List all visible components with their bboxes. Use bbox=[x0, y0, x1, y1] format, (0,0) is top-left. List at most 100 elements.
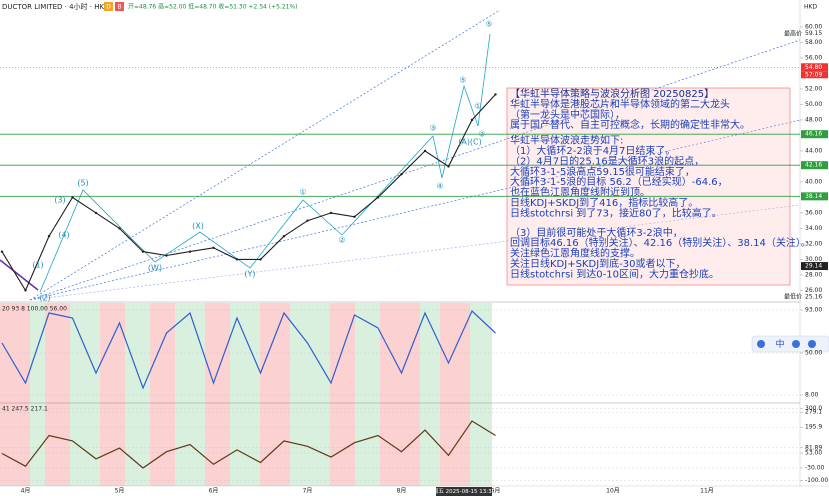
indicator-tick-label: 53.00 bbox=[805, 449, 822, 456]
indicator-band bbox=[420, 403, 440, 486]
wave-label: ⑤ bbox=[485, 20, 492, 29]
badge-text: B bbox=[117, 4, 121, 11]
price-point bbox=[282, 234, 286, 238]
wave-label: ② bbox=[338, 236, 345, 245]
gann-line bbox=[29, 9, 501, 301]
level-label: 46.16 bbox=[805, 131, 822, 138]
indicator-tick-label: -100.00 bbox=[805, 477, 828, 484]
gann-line bbox=[29, 204, 801, 301]
annotation-title: 【华虹半导体策略与波浪分析图 20250825】 bbox=[510, 87, 714, 100]
level-tag bbox=[801, 130, 828, 139]
wave-label: (X) bbox=[192, 222, 204, 231]
countdown-tag bbox=[801, 71, 828, 79]
y-tick-label: 40.00 bbox=[805, 178, 822, 185]
wave-label: ③ bbox=[429, 124, 436, 133]
wave-label: ④ bbox=[436, 182, 443, 191]
x-tick-label: 7月 bbox=[303, 488, 313, 495]
indicator-band bbox=[100, 403, 125, 486]
y-tick-label: 56.00 bbox=[805, 54, 822, 61]
price-point bbox=[329, 211, 333, 215]
indicator-band bbox=[0, 403, 30, 486]
currency: HKD bbox=[804, 4, 817, 11]
annotation-line: （第一龙头是中芯国际）， bbox=[510, 108, 625, 121]
annotation-box bbox=[506, 87, 791, 286]
gann-line bbox=[29, 39, 801, 301]
price-point bbox=[118, 227, 121, 230]
indicator-band bbox=[440, 403, 470, 486]
indicator-tick-label: 50.00 bbox=[805, 350, 822, 357]
wave-line bbox=[39, 33, 491, 293]
price-label: 25.16 bbox=[805, 293, 822, 300]
wave-label: ② bbox=[478, 130, 485, 139]
indicator-tick-label: 93.00 bbox=[805, 307, 822, 314]
ohlc: 开=48.76 高=52.00 低=48.70 收=51.30 +2.54 (+… bbox=[128, 3, 298, 11]
price-tag-name: 最高价 bbox=[784, 30, 802, 38]
indicator-tick-label: 81.89 bbox=[805, 444, 822, 451]
annotation-line: 日线stotchrsi 到达0-10区间，大力重仓抄底。 bbox=[510, 267, 719, 280]
toolbar-icon[interactable] bbox=[757, 340, 765, 348]
annotation-line: 大循环3-1-5浪高点59.15很可能结束了， bbox=[510, 165, 695, 178]
price-point bbox=[94, 211, 98, 215]
indicator-band bbox=[230, 403, 260, 486]
price-label: 29.14 bbox=[805, 263, 822, 270]
toolbar-label[interactable]: 中 bbox=[775, 338, 784, 350]
annotation-line: 大循环3-1-5浪的目标 56.2（已经实现）-64.6， bbox=[510, 175, 728, 188]
indicator-band bbox=[150, 303, 175, 403]
badge-text: D bbox=[106, 4, 111, 11]
indicator-band bbox=[355, 403, 380, 486]
wave-label: (W) bbox=[148, 264, 162, 273]
toolbar[interactable] bbox=[751, 335, 829, 353]
y-tick-label: 52.00 bbox=[805, 85, 822, 92]
y-tick-label: 28.00 bbox=[805, 271, 822, 278]
price-point bbox=[188, 250, 192, 253]
price-point bbox=[306, 219, 309, 222]
x-tick-label: 9月 bbox=[491, 488, 501, 495]
wave-label: (4) bbox=[58, 231, 69, 240]
indicator-band bbox=[470, 403, 492, 486]
indicator-tick-label: 300.0 bbox=[805, 405, 822, 412]
price-point bbox=[212, 246, 215, 249]
price-point bbox=[0, 250, 4, 253]
wave-label: (A)(C) bbox=[458, 138, 482, 147]
price-point bbox=[24, 289, 27, 292]
wave-label: (5) bbox=[77, 179, 88, 188]
level-tag bbox=[801, 192, 828, 201]
price-point bbox=[470, 118, 474, 122]
annotation-line: （1）大循环2-2浪于4月7日结束了。 bbox=[510, 144, 675, 157]
wave-line bbox=[0, 259, 39, 291]
annotation-line: 也在蓝色江恩角度线附近到顶。 bbox=[510, 186, 650, 199]
indicator-band bbox=[125, 403, 150, 486]
level-tag bbox=[801, 161, 828, 170]
indicator-tick-label: 279.1 bbox=[805, 409, 822, 416]
indicator-tick-label: 8.00 bbox=[805, 392, 819, 399]
price-point bbox=[447, 165, 450, 168]
price-tag bbox=[801, 262, 828, 271]
toolbar-icon[interactable] bbox=[792, 340, 800, 348]
price-point bbox=[423, 149, 427, 153]
x-tick-label: 10月 bbox=[606, 488, 620, 495]
annotation-line: （3）目前很可能处于大循环3-2浪中， bbox=[510, 226, 683, 239]
price-tag bbox=[801, 63, 828, 72]
y-tick-label: 34.00 bbox=[805, 225, 822, 232]
symbol: DUCTOR LIMITED · 4小时 · HKEX bbox=[2, 2, 114, 11]
price-point bbox=[400, 172, 403, 176]
toolbar-icon[interactable] bbox=[808, 340, 816, 348]
badge bbox=[115, 2, 124, 11]
indicator-tick-label: 195.9 bbox=[805, 424, 822, 431]
annotation-line: 关注日线KDJ+SKDJ到底-30或者以下， bbox=[510, 257, 685, 270]
indicator-band bbox=[380, 403, 420, 486]
x-tick-label: 4月 bbox=[21, 488, 31, 495]
wave-label: ① bbox=[474, 102, 481, 111]
price-point bbox=[376, 196, 380, 199]
price-label: 54.80 bbox=[805, 64, 822, 71]
annotation-line: 关注绿色江恩角度线的支撑。 bbox=[510, 247, 640, 260]
wave-label: ⑤ bbox=[459, 76, 466, 85]
indicator-band bbox=[290, 403, 330, 486]
price-point bbox=[47, 234, 51, 238]
y-tick-label: 44.00 bbox=[805, 147, 822, 154]
y-tick-label: 60.00 bbox=[805, 23, 822, 30]
indicator-band bbox=[355, 303, 380, 403]
y-tick-label: 36.00 bbox=[805, 209, 822, 216]
crosshair-label: 周五 2025-08-15 13:30 bbox=[433, 488, 496, 495]
